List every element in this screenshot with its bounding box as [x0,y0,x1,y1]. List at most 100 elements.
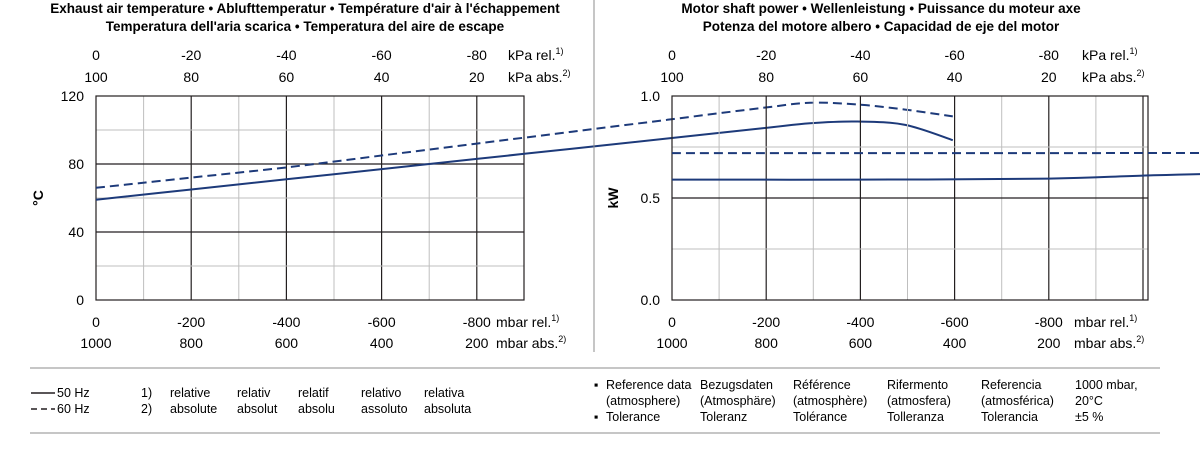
temperature-chart-frame [95,95,525,301]
temperature-bottom-rel-tick-label: -800 [463,314,491,330]
power-bottom-rel-tick-label: -200 [752,314,780,330]
temperature-chart: Exhaust air temperature • Ablufttemperat… [30,1,954,351]
temperature-top-abs-ticks: 100 80 60 40 20 [84,69,484,85]
footnote-number: 2) [141,402,152,416]
temperature-series-50hz [95,120,954,201]
power-chart-title-line-1: Motor shaft power • Wellenleistung • Pui… [681,1,1081,16]
power-chart-frame [671,95,1149,301]
temperature-top-rel-tick-label: -40 [276,47,296,63]
legend-50hz-label: 50 Hz [57,386,90,400]
temperature-chart-grid [96,96,524,300]
reference-cell: (atmosphere) [606,394,680,408]
power-top-abs-tick-label: 60 [853,69,869,85]
reference-cell: Toleranz [700,410,747,424]
temperature-top-rel-tick-label: -80 [467,47,487,63]
temperature-top-abs-tick-label: 100 [84,69,108,85]
footnote-word: absolut [237,402,278,416]
temperature-bottom-abs-tick-label: 400 [370,335,394,351]
power-top-rel-ticks: 0 -20 -40 -60 -80 [668,47,1059,63]
temperature-bottom-rel-ticks: 0 -200 -400 -600 -800 [92,314,491,330]
temperature-top-rel-ticks: 0 -20 -40 -60 -80 [92,47,487,63]
temperature-bottom-rel-tick-label: -600 [368,314,396,330]
power-top-rel-tick-label: -40 [850,47,870,63]
temperature-top-abs-tick-label: 40 [374,69,390,85]
temperature-chart-title-line-2: Temperatura dell'aria scarica • Temperat… [106,19,505,34]
temperature-top-abs-unit: kPa abs.2) [508,68,571,85]
power-bottom-rel-unit: mbar rel.1) [1074,313,1137,330]
power-top-rel-tick-label: -80 [1039,47,1059,63]
temperature-top-rel-tick-label: -20 [181,47,201,63]
reference-cell: Référence [793,378,851,392]
temperature-y-tick-label: 80 [68,156,84,172]
power-top-abs-tick-label: 20 [1041,69,1057,85]
legend-60hz-label: 60 Hz [57,402,90,416]
reference-cell: 1000 mbar, [1075,378,1138,392]
power-bottom-rel-tick-label: -400 [846,314,874,330]
footnote-word: assoluto [361,402,408,416]
power-top-rel-tick-label: -20 [756,47,776,63]
temperature-bottom-rel-tick-label: -400 [272,314,300,330]
temperature-y-tick-label: 0 [76,292,84,308]
reference-cell: Referencia [981,378,1041,392]
temperature-top-rel-unit: kPa rel.1) [508,46,563,63]
power-bottom-abs-tick-label: 400 [943,335,967,351]
temperature-y-axis-label: °C [30,190,46,206]
power-bottom-abs-tick-label: 1000 [656,335,687,351]
temperature-y-tick-label: 120 [61,88,85,104]
temperature-top-abs-tick-label: 20 [469,69,485,85]
footnote-word: absolu [298,402,335,416]
temperature-top-rel-tick-label: 0 [92,47,100,63]
temperature-top-rel-tick-label: -60 [371,47,391,63]
power-chart-title-line-2: Potenza del motore albero • Capacidad de… [703,19,1060,34]
temperature-top-abs-tick-label: 80 [183,69,199,85]
reference-cell: Rifermento [887,378,948,392]
power-y-tick-label: 0.0 [641,292,661,308]
reference-bullet: ▪ [594,410,598,424]
footnotes: 1) relative relativ relatif relativo relativa… [141,386,471,416]
temperature-bottom-abs-tick-label: 200 [465,335,489,351]
temperature-top-abs-tick-label: 60 [279,69,295,85]
reference-cell: Tolerancia [981,410,1038,424]
temperature-bottom-rel-unit: mbar rel.1) [496,313,559,330]
series-legend: 50 Hz 60 Hz [31,386,90,416]
power-bottom-abs-unit: mbar abs.2) [1074,334,1144,351]
footnote-word: relativo [361,386,401,400]
power-top-rel-unit: kPa rel.1) [1082,46,1137,63]
temperature-series-60hz [95,101,953,189]
reference-cell: (atmosférica) [981,394,1054,408]
reference-cell: (atmosfera) [887,394,951,408]
power-series-50hz [671,173,1200,181]
power-y-ticks: 0.0 0.5 1.0 [641,88,661,308]
temperature-bottom-abs-tick-label: 800 [180,335,204,351]
reference-cell: Tolleranza [887,410,944,424]
footnote-word: relativa [424,386,464,400]
temperature-bottom-rel-tick-label: 0 [92,314,100,330]
reference-cell: Tolerance [606,410,660,424]
footnote-word: absoluta [424,402,471,416]
power-series [671,152,1200,181]
power-bottom-abs-tick-label: 600 [849,335,873,351]
footnote-word: relativ [237,386,271,400]
power-top-rel-tick-label: -60 [944,47,964,63]
power-top-abs-tick-label: 40 [947,69,963,85]
power-bottom-rel-tick-label: -600 [941,314,969,330]
power-series-60hz [672,152,1200,155]
temperature-y-ticks: 0 40 80 120 [61,88,85,308]
power-top-rel-tick-label: 0 [668,47,676,63]
reference-cell: ±5 % [1075,410,1103,424]
reference-bullet: ▪ [594,378,598,392]
reference-cell: Tolérance [793,410,847,424]
footnote-word: absolute [170,402,217,416]
power-chart-grid [672,96,1148,300]
temperature-y-tick-label: 40 [68,224,84,240]
power-top-abs-ticks: 100 80 60 40 20 [660,69,1056,85]
power-bottom-abs-tick-label: 200 [1037,335,1061,351]
power-bottom-rel-ticks: 0 -200 -400 -600 -800 [668,314,1063,330]
temperature-bottom-abs-ticks: 1000 800 600 400 200 [80,335,488,351]
power-bottom-abs-tick-label: 800 [755,335,779,351]
power-bottom-rel-tick-label: -800 [1035,314,1063,330]
power-top-abs-tick-label: 100 [660,69,684,85]
temperature-bottom-abs-unit: mbar abs.2) [496,334,566,351]
power-chart: Motor shaft power • Wellenleistung • Pui… [605,1,1200,351]
